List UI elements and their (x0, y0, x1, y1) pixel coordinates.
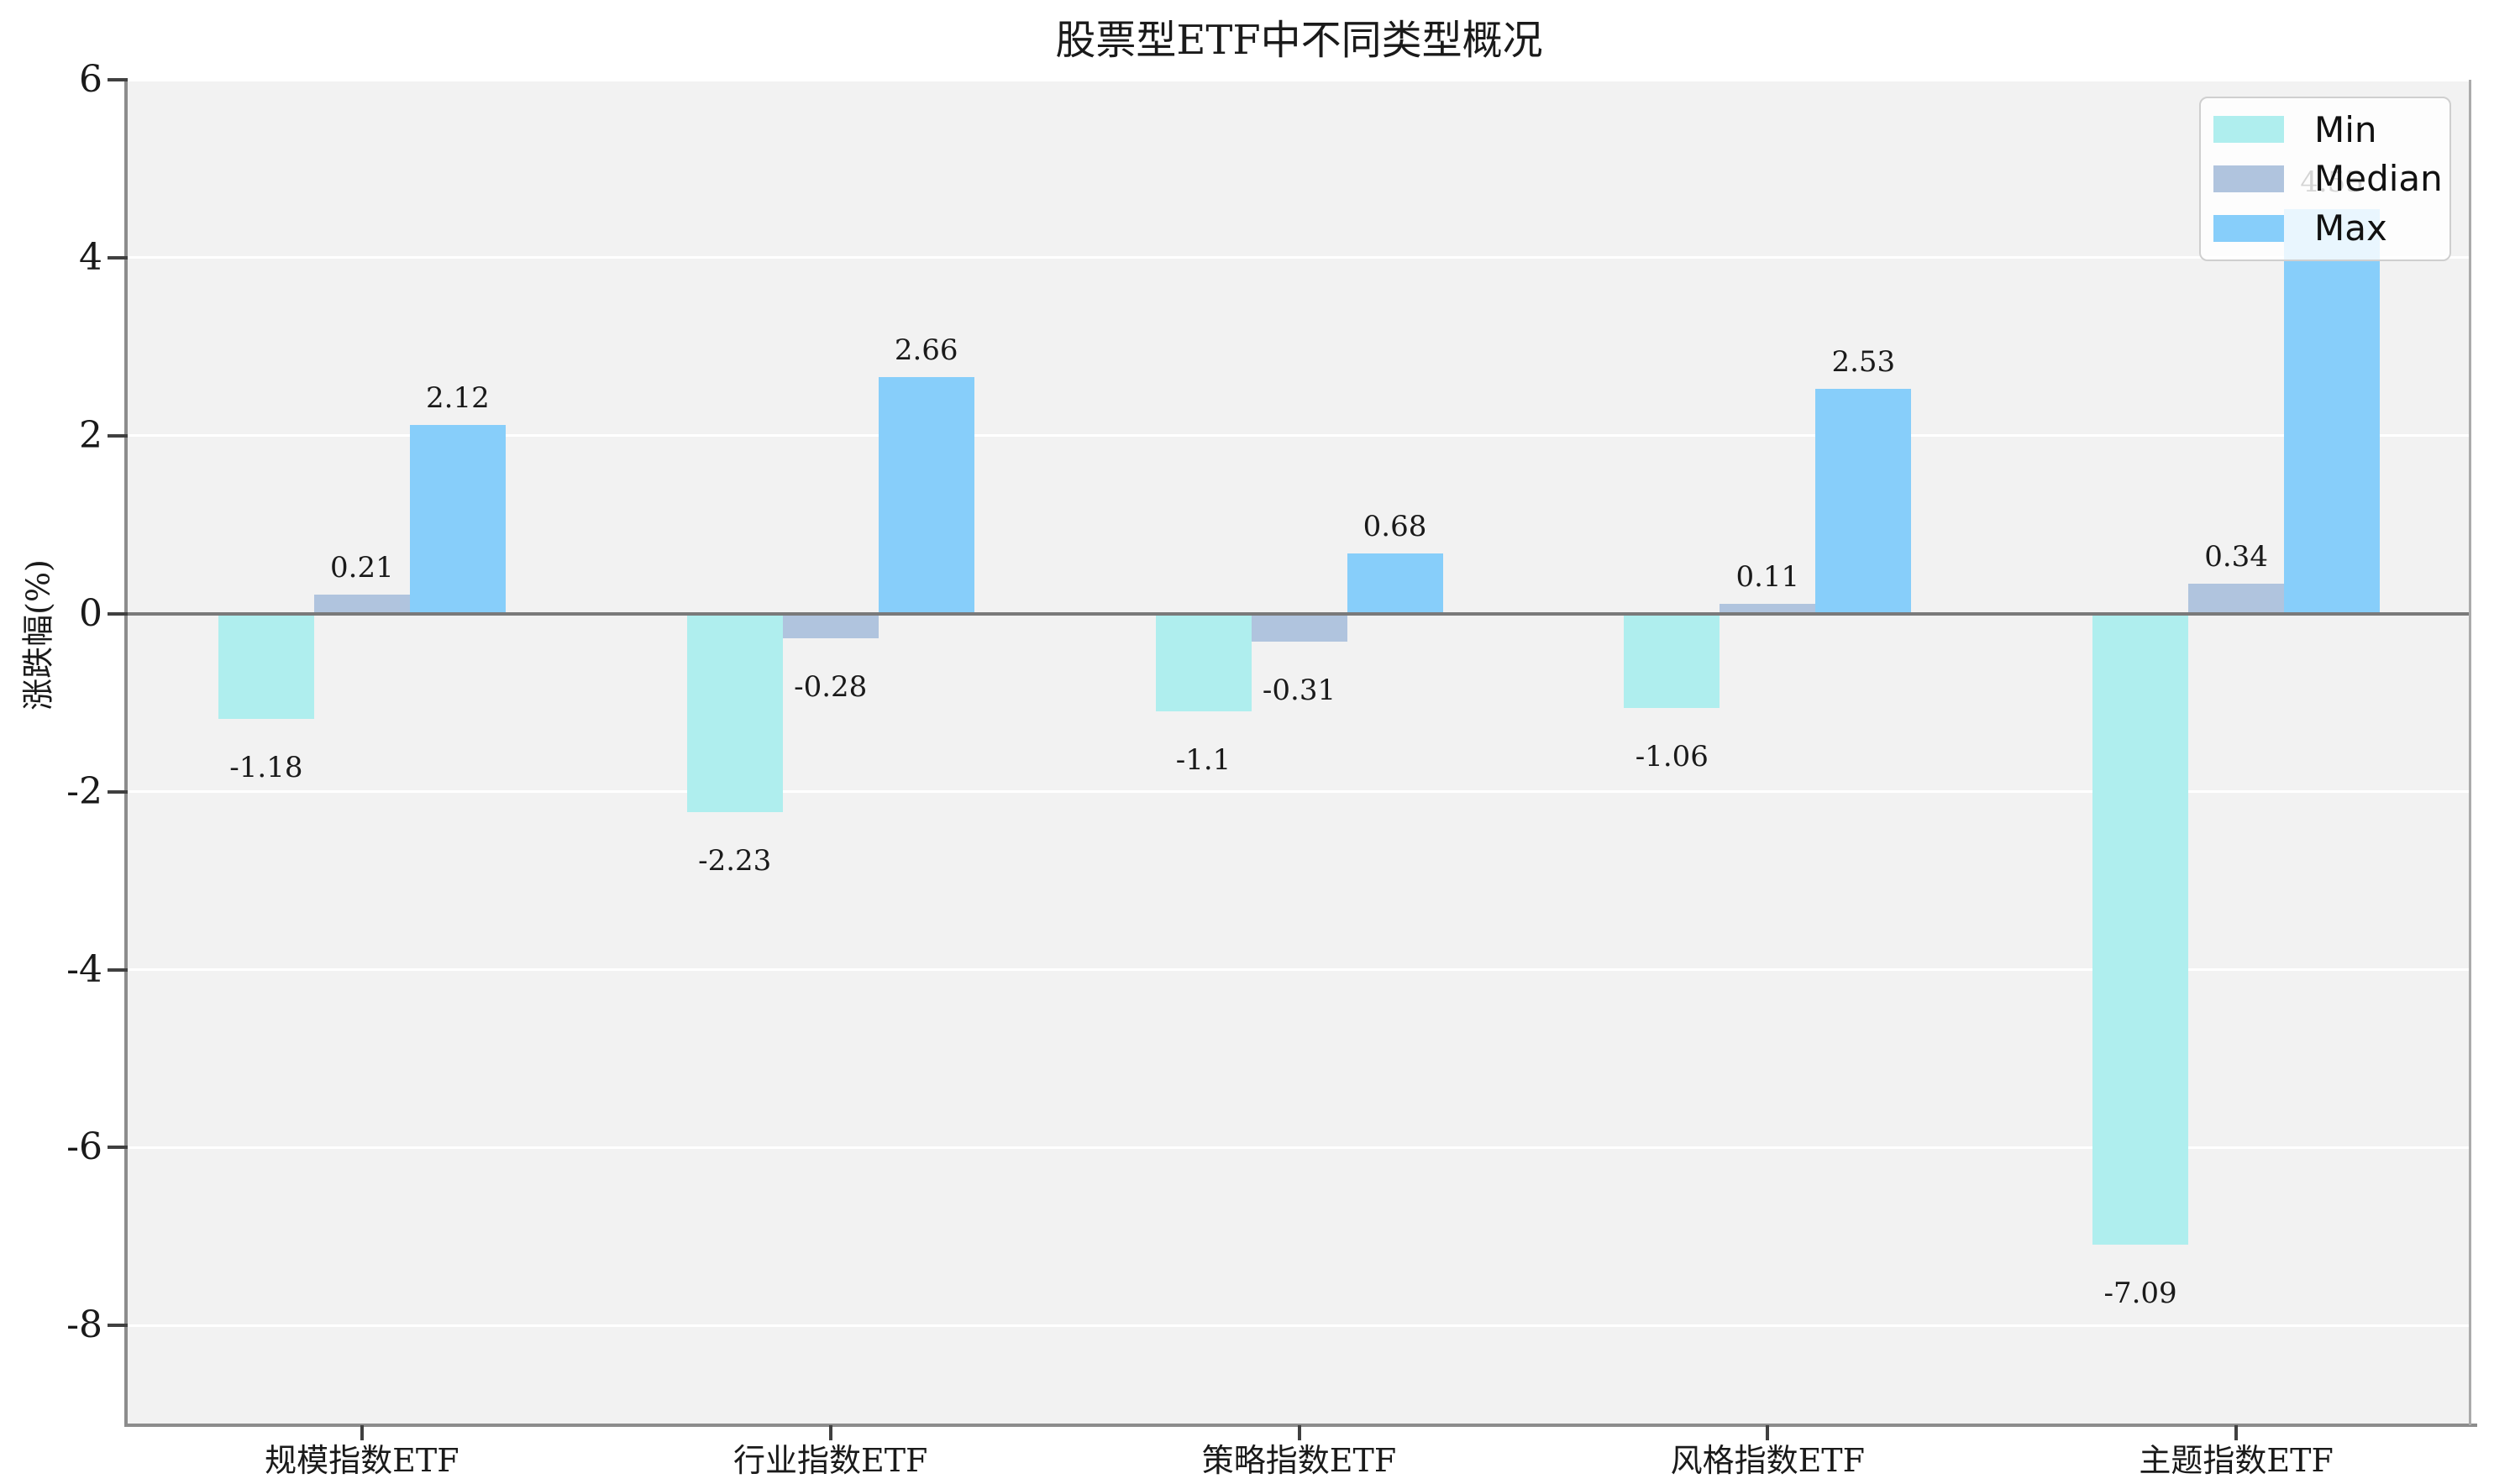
legend-label-min: Min (2314, 108, 2377, 150)
x-category-label-1: 行业指数ETF (732, 1442, 928, 1479)
bar-max-3 (1815, 388, 1912, 614)
bar-label-median-0: 0.21 (330, 551, 394, 585)
y-tick-4 (108, 255, 128, 260)
y-tick--4 (108, 967, 128, 972)
y-tick-2 (108, 433, 128, 438)
x-tick-3 (1766, 1425, 1770, 1440)
legend-label-max: Max (2314, 207, 2387, 249)
gridline-y-6 (128, 78, 2470, 81)
bar-label-min-4: -7.09 (2103, 1276, 2177, 1310)
y-tick-label-2: 2 (79, 413, 102, 457)
zero-line (124, 611, 2470, 616)
bar-label-median-4: 0.34 (2204, 539, 2268, 574)
y-tick-label--6: -6 (66, 1125, 102, 1169)
y-tick-0 (108, 611, 128, 616)
bar-max-4 (2284, 208, 2381, 614)
x-category-label-4: 主题指数ETF (2139, 1442, 2334, 1479)
bar-median-4 (2188, 583, 2285, 614)
bar-median-0 (313, 595, 410, 614)
y-tick-6 (108, 78, 128, 81)
gridline-y--4 (128, 968, 2470, 972)
gridline-y--8 (128, 1324, 2470, 1327)
bar-max-1 (878, 376, 974, 614)
bar-label-median-1: -0.28 (794, 670, 868, 705)
legend-label-median: Median (2314, 158, 2443, 200)
gridline-y--2 (128, 790, 2470, 794)
bar-label-min-3: -1.06 (1635, 740, 1709, 774)
gridline-y--6 (128, 1146, 2470, 1149)
bar-label-median-3: 0.11 (1735, 560, 1800, 595)
right-spine (2469, 80, 2471, 1425)
y-tick-label-6: 6 (79, 58, 102, 101)
bar-min-0 (218, 613, 314, 719)
y-tick-label--4: -4 (66, 947, 102, 991)
x-category-label-3: 风格指数ETF (1670, 1442, 1866, 1479)
legend-item-min: Min (2201, 109, 2449, 150)
bar-label-min-1: -2.23 (698, 843, 772, 878)
bar-label-min-0: -1.18 (229, 750, 303, 784)
x-category-label-2: 策略指数ETF (1201, 1442, 1397, 1479)
legend: Min Median Max (2199, 97, 2451, 261)
y-tick--6 (108, 1146, 128, 1150)
y-tick--8 (108, 1324, 128, 1328)
y-tick-label--8: -8 (66, 1303, 102, 1347)
x-tick-0 (360, 1425, 364, 1440)
x-tick-2 (1297, 1425, 1301, 1440)
y-tick--2 (108, 789, 128, 794)
bar-min-1 (686, 613, 783, 812)
bar-median-2 (1251, 613, 1347, 642)
bar-label-median-2: -0.31 (1262, 673, 1336, 707)
y-tick-label-4: 4 (79, 235, 102, 279)
bar-max-2 (1347, 553, 1443, 614)
gridline-y-4 (128, 256, 2470, 260)
bar-label-max-2: 0.68 (1363, 509, 1427, 543)
x-tick-1 (828, 1425, 832, 1440)
legend-swatch-max (2213, 214, 2284, 242)
legend-item-median: Median (2201, 158, 2449, 199)
bar-label-max-0: 2.12 (426, 381, 490, 416)
legend-item-max: Max (2201, 207, 2449, 249)
chart-title: 股票型ETF中不同类型概况 (1055, 17, 1543, 64)
x-tick-4 (2234, 1425, 2239, 1440)
y-tick-label--2: -2 (66, 769, 102, 813)
bar-median-3 (1720, 604, 1816, 614)
legend-swatch-min (2213, 116, 2284, 144)
bar-min-2 (1155, 613, 1252, 712)
bar-label-min-2: -1.1 (1175, 743, 1231, 778)
bar-median-1 (782, 613, 879, 639)
bar-label-max-3: 2.53 (1831, 344, 1896, 379)
plot-area (128, 80, 2470, 1425)
bar-min-3 (1624, 613, 1720, 708)
bottom-spine (124, 1424, 2477, 1427)
bar-min-4 (2092, 613, 2189, 1245)
y-tick-label-0: 0 (79, 591, 102, 635)
bar-max-0 (409, 425, 506, 614)
x-category-label-0: 规模指数ETF (265, 1442, 459, 1479)
gridline-y-2 (128, 434, 2470, 438)
bar-label-max-1: 2.66 (894, 333, 958, 367)
left-spine (124, 80, 128, 1425)
legend-swatch-median (2213, 165, 2284, 192)
